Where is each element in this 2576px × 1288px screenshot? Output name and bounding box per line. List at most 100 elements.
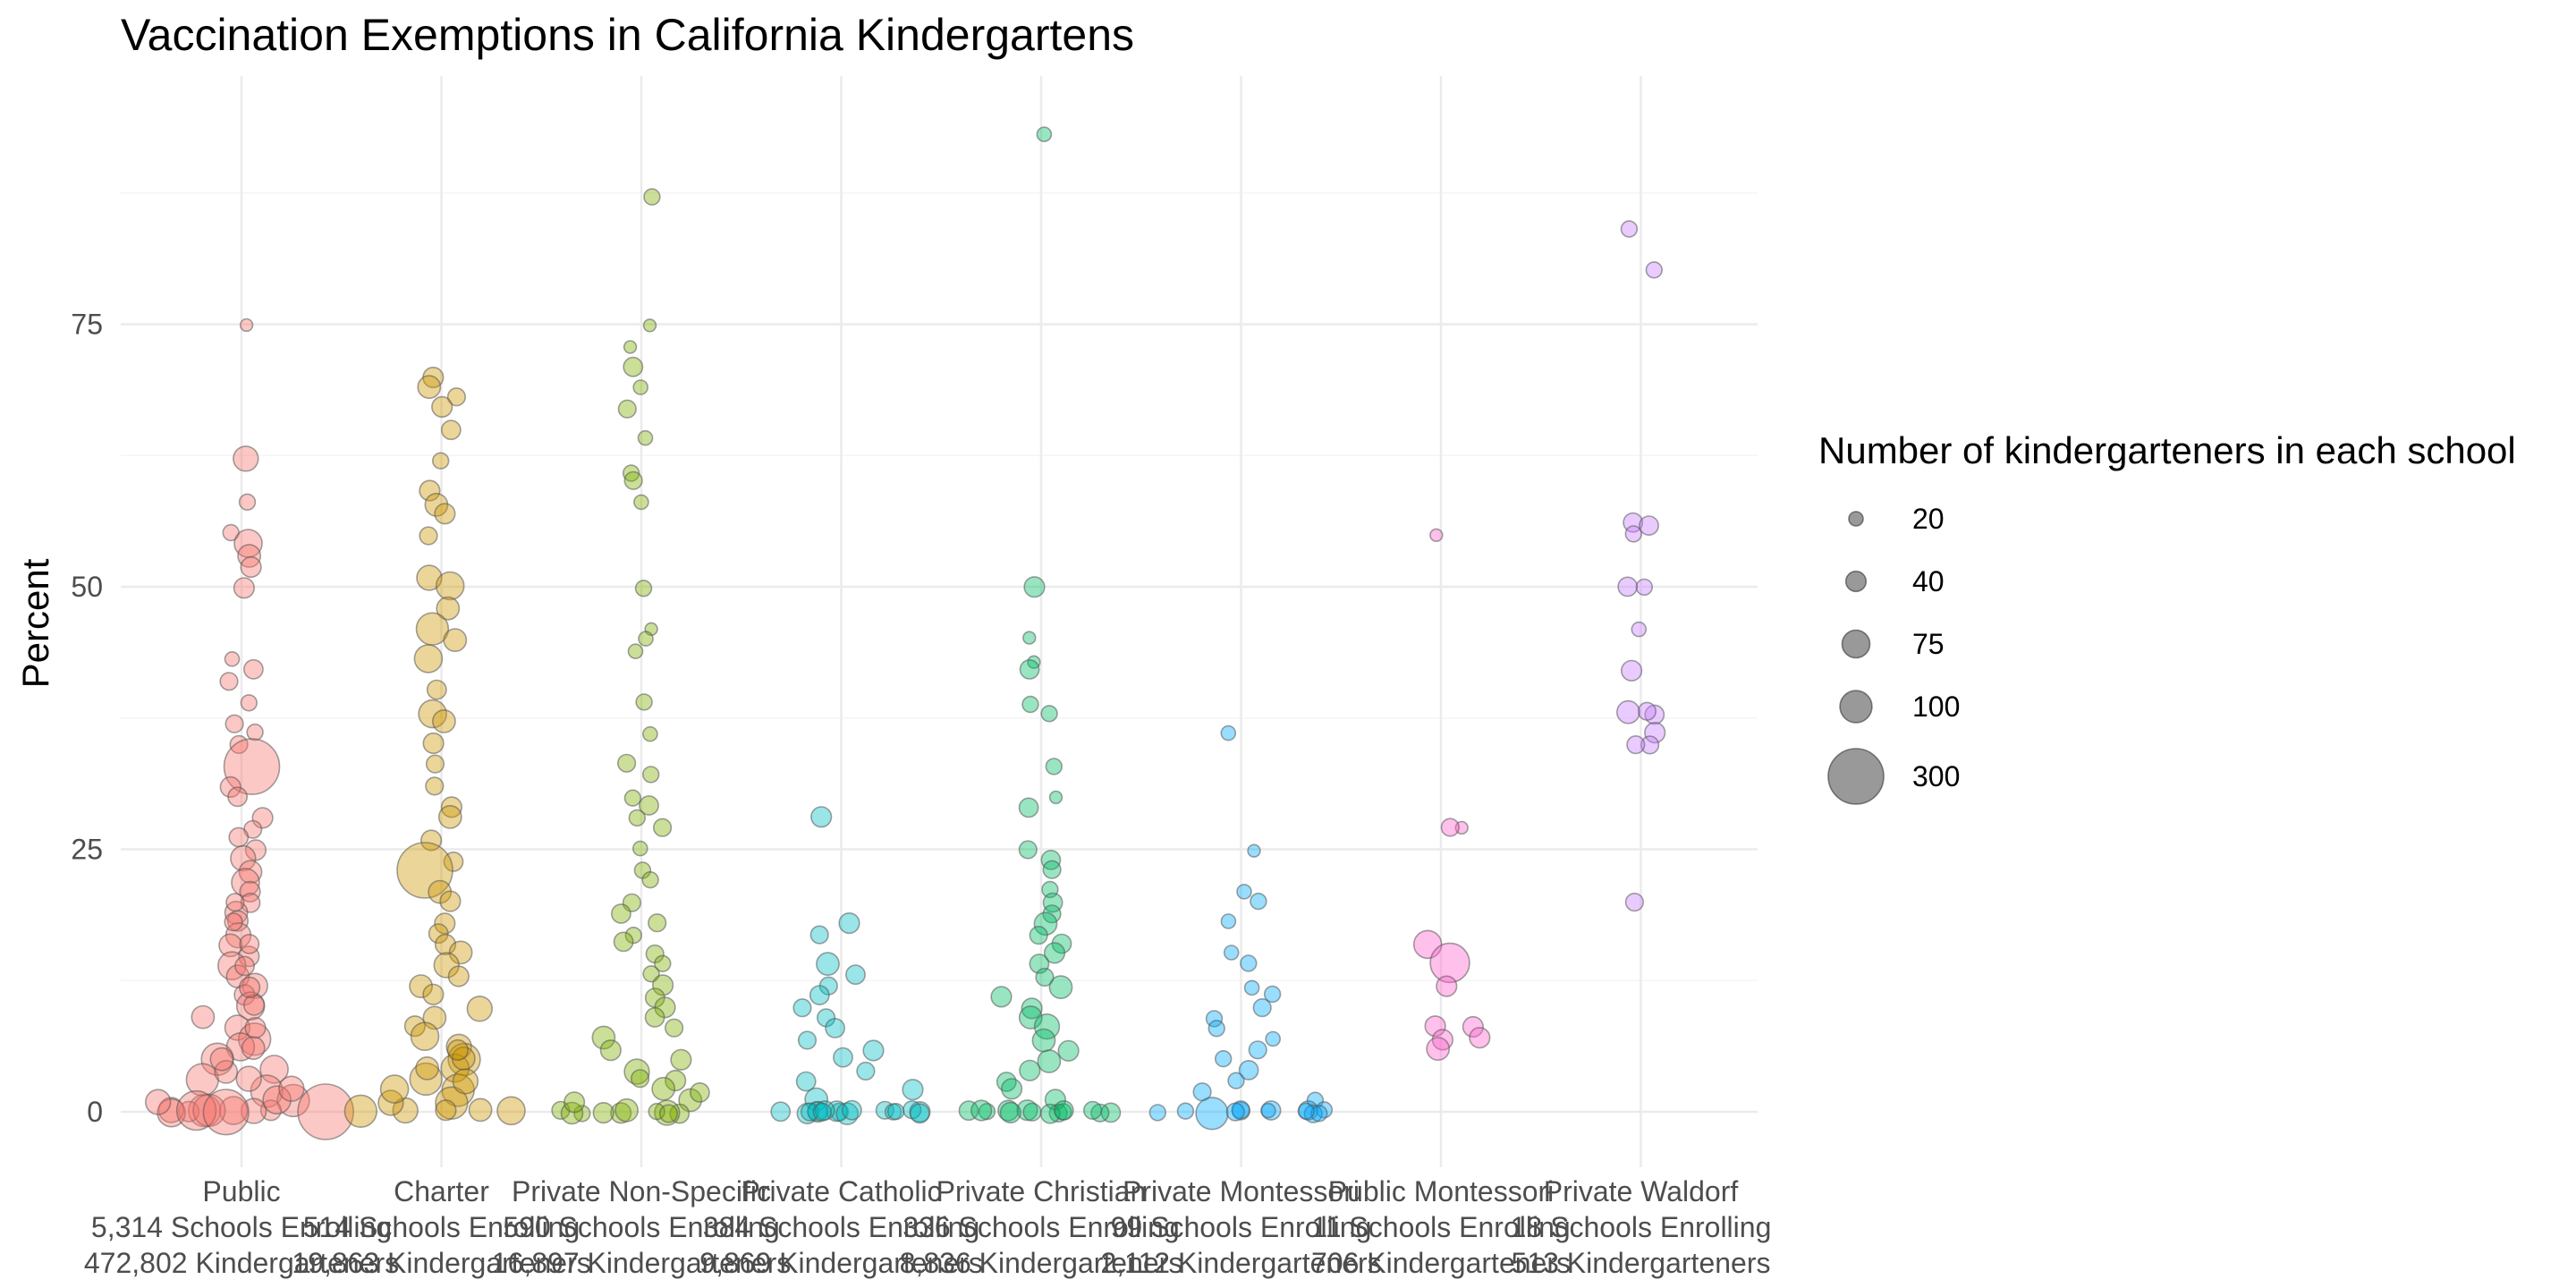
data-point xyxy=(1310,1105,1328,1123)
data-point xyxy=(1620,659,1643,682)
data-point xyxy=(431,395,453,419)
data-point xyxy=(1036,126,1053,142)
data-point xyxy=(259,1055,289,1084)
x-category-label: 2,112 Kindergarteners xyxy=(1100,1247,1381,1279)
data-point xyxy=(628,809,646,827)
series-public xyxy=(145,318,354,1140)
data-point xyxy=(641,870,659,889)
data-point xyxy=(1220,724,1237,741)
data-point xyxy=(1637,701,1657,721)
data-point xyxy=(343,1094,377,1129)
data-point xyxy=(432,452,450,470)
data-point xyxy=(690,1082,710,1103)
data-point xyxy=(1057,1039,1080,1062)
series-private-catholic xyxy=(770,806,931,1125)
data-point xyxy=(665,1069,687,1092)
data-point xyxy=(218,1096,249,1125)
data-point xyxy=(440,419,462,441)
data-point xyxy=(654,954,672,973)
data-point xyxy=(214,1060,239,1084)
legend-key-circle xyxy=(1848,511,1864,527)
legend-key-circle xyxy=(1844,570,1868,593)
data-point xyxy=(244,1016,267,1039)
x-category-label: Private Catholic xyxy=(741,1175,941,1208)
series-charter xyxy=(343,366,526,1129)
data-point xyxy=(563,1091,586,1114)
data-point xyxy=(809,925,829,945)
x-category-label: Private Christian xyxy=(936,1175,1147,1208)
data-point xyxy=(652,818,673,837)
data-point xyxy=(1616,699,1640,724)
data-point xyxy=(635,693,653,711)
data-point xyxy=(396,842,453,899)
points-layer xyxy=(145,126,1666,1140)
data-point xyxy=(1265,1030,1281,1047)
data-point xyxy=(239,318,254,333)
legend-label: 100 xyxy=(1912,691,1960,723)
data-point xyxy=(795,1071,817,1092)
data-point xyxy=(1021,695,1039,714)
data-point xyxy=(409,974,434,999)
data-point xyxy=(1247,843,1261,858)
data-point xyxy=(435,571,465,601)
data-point xyxy=(237,544,262,568)
y-tick-label: 75 xyxy=(71,309,103,341)
x-category-label: Private Waldorf xyxy=(1544,1175,1739,1208)
data-point xyxy=(1240,954,1258,972)
data-point xyxy=(617,399,637,419)
legend: Number of kindergarteners in each school… xyxy=(1818,429,2516,805)
data-point xyxy=(1019,659,1040,680)
data-point xyxy=(1043,942,1066,964)
data-point xyxy=(990,986,1013,1008)
chart-title: Vaccination Exemptions in California Kin… xyxy=(121,10,1134,60)
data-point xyxy=(417,375,442,400)
data-point xyxy=(809,985,830,1006)
data-point xyxy=(1624,525,1643,543)
legend-key-circle xyxy=(1841,629,1871,659)
data-point xyxy=(1426,1037,1451,1062)
data-point xyxy=(648,913,667,933)
series-private-waldorf xyxy=(1616,220,1666,912)
data-point xyxy=(632,379,649,395)
data-point xyxy=(1176,1102,1195,1120)
data-point xyxy=(410,1021,440,1051)
data-point xyxy=(228,826,250,848)
data-point xyxy=(1260,1102,1276,1119)
data-point xyxy=(435,1099,457,1122)
data-point xyxy=(1243,979,1260,996)
data-point xyxy=(825,1018,846,1038)
x-category-label: 16,897 Kindergarteners xyxy=(492,1247,791,1279)
data-point xyxy=(241,1036,266,1061)
data-point xyxy=(452,1068,479,1095)
plot-panel xyxy=(121,76,1758,1167)
data-point xyxy=(810,806,833,828)
data-point xyxy=(233,577,256,599)
data-point xyxy=(1082,1100,1103,1120)
data-point xyxy=(1436,975,1458,997)
data-point xyxy=(426,679,447,700)
data-point xyxy=(251,807,274,829)
data-point xyxy=(422,732,445,755)
data-point xyxy=(416,564,443,591)
data-point xyxy=(225,714,244,733)
data-point xyxy=(1023,576,1046,598)
data-point xyxy=(643,188,661,206)
data-point xyxy=(642,725,658,742)
data-point xyxy=(446,1038,469,1062)
data-point xyxy=(468,1097,493,1123)
data-point xyxy=(842,1099,862,1121)
data-point xyxy=(225,893,245,912)
data-point xyxy=(262,1085,292,1114)
data-point xyxy=(1297,1102,1316,1121)
data-point xyxy=(651,974,674,996)
data-point xyxy=(1227,1072,1245,1089)
data-point xyxy=(639,795,659,816)
x-category-label: 19,863 Kindergarteners xyxy=(292,1247,590,1279)
legend-label: 75 xyxy=(1912,628,1945,660)
data-point xyxy=(886,1102,905,1121)
data-point xyxy=(224,912,243,932)
data-point xyxy=(1248,1040,1267,1060)
data-point xyxy=(238,860,263,885)
data-point xyxy=(616,753,637,773)
data-point xyxy=(1635,578,1654,597)
